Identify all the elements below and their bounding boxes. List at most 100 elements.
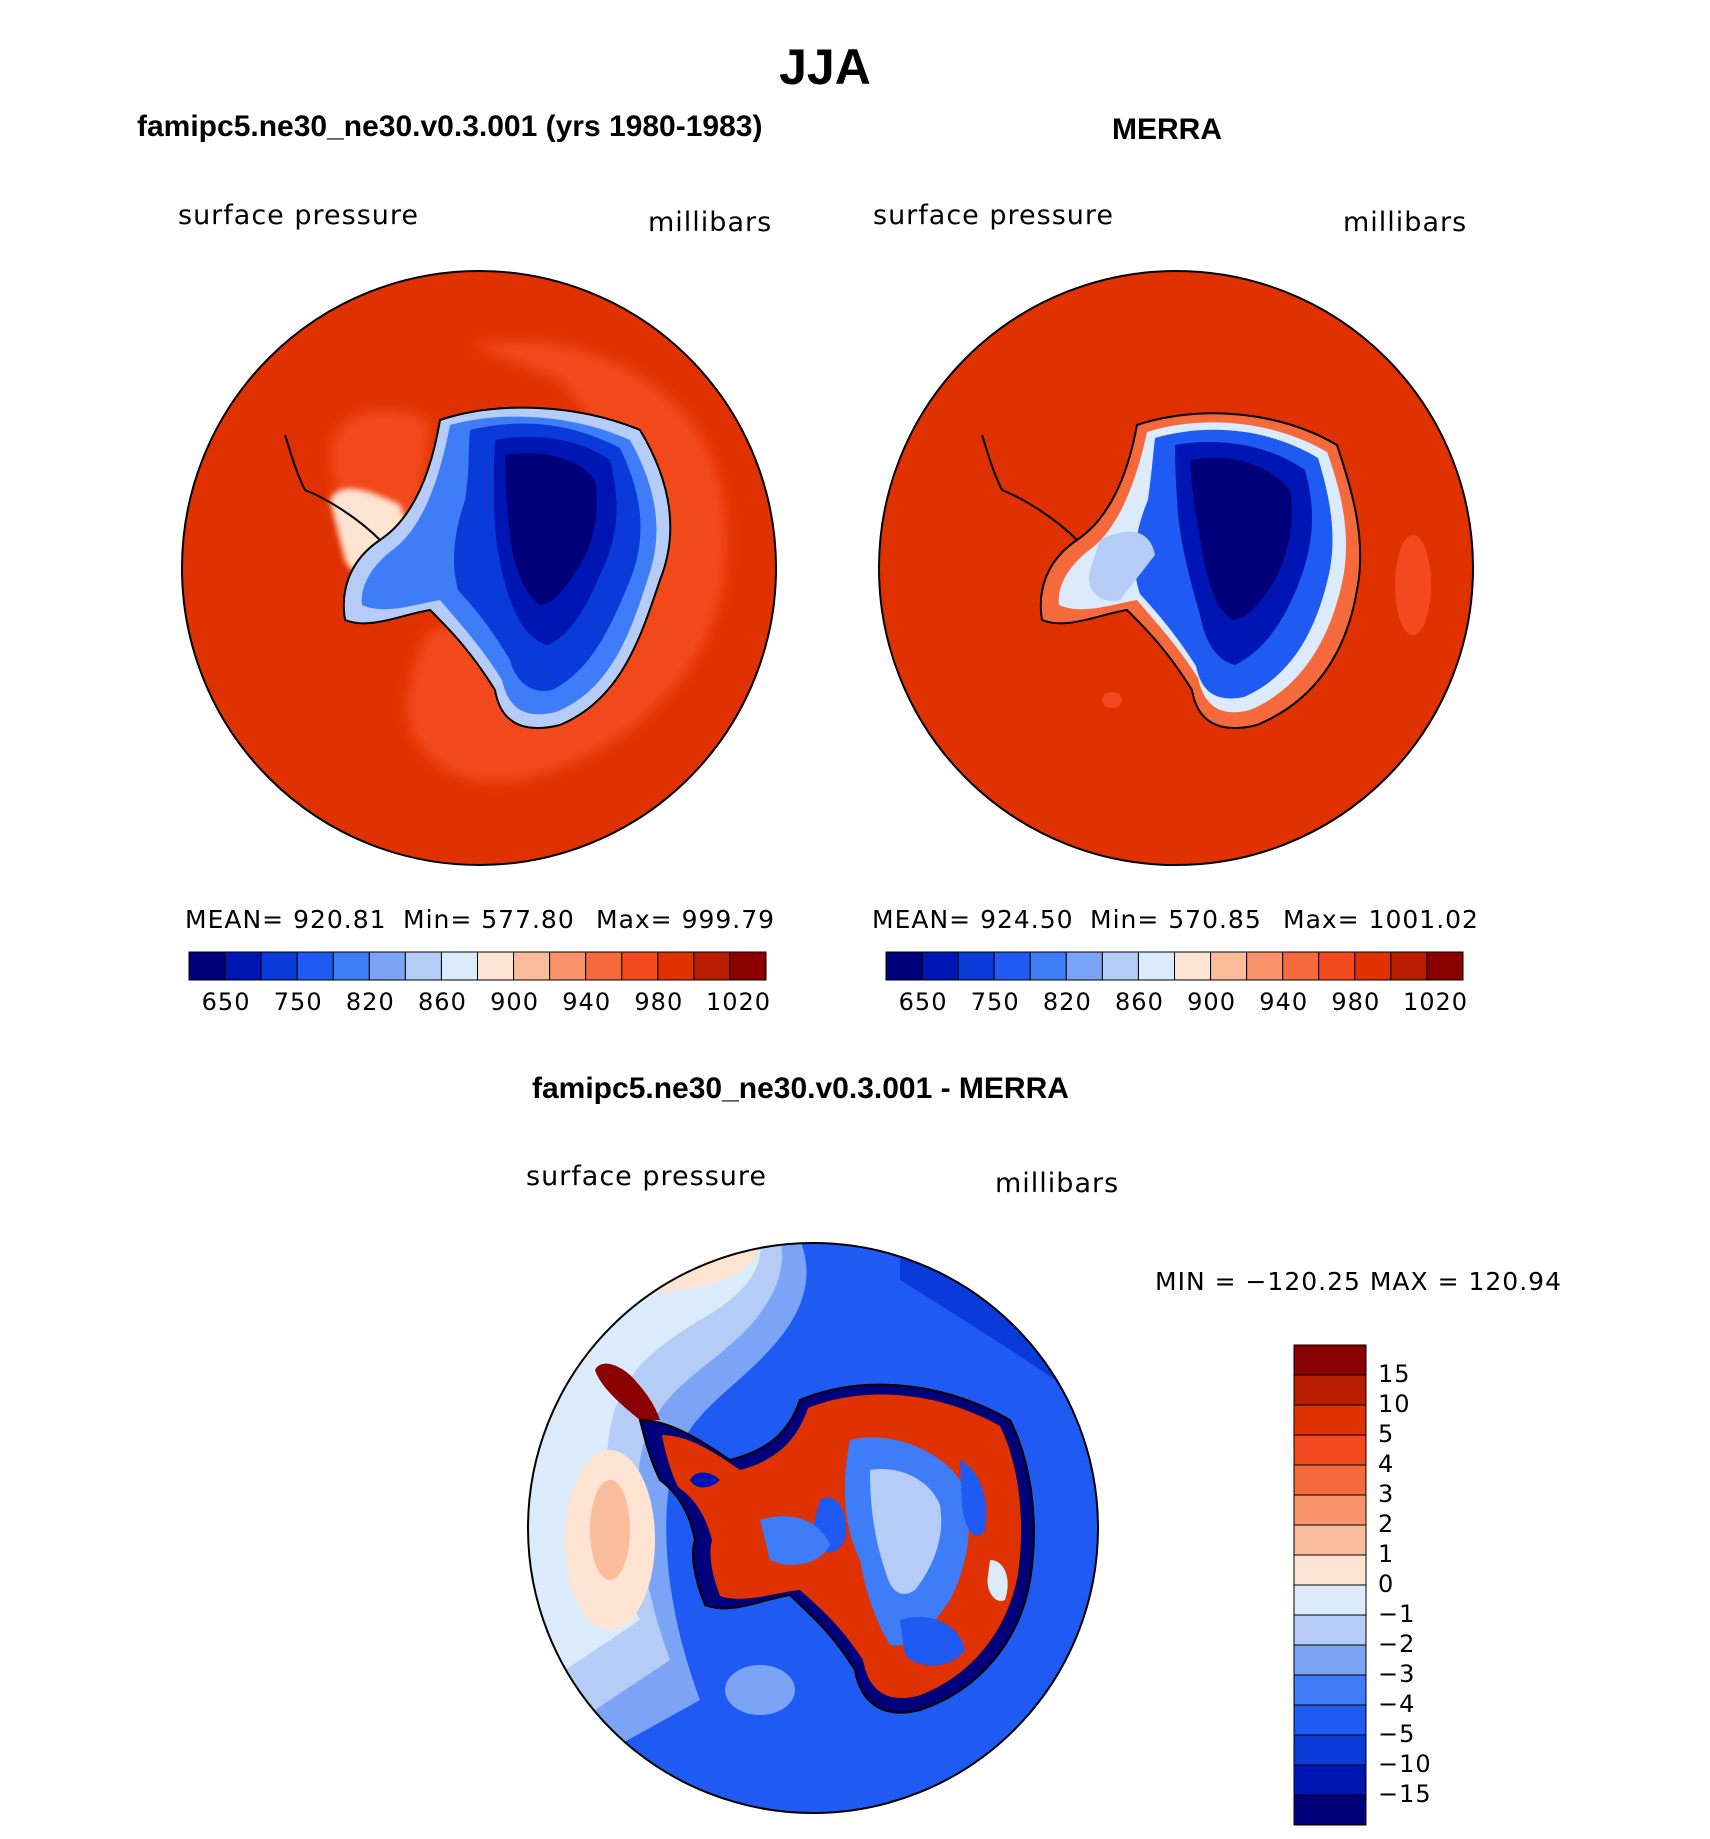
colorbar-difference-tick: −1 — [1378, 1600, 1416, 1628]
colorbar-difference-swatch — [1293, 1794, 1367, 1826]
colorbar-model-tick: 940 — [562, 988, 612, 1016]
colorbar-difference — [1293, 1344, 1367, 1826]
map-difference-boundary — [527, 1242, 1099, 1814]
colorbar-model-tick: 820 — [345, 988, 395, 1016]
colorbar-model-tick: 1020 — [705, 988, 772, 1016]
colorbar-difference-swatch — [1293, 1494, 1367, 1526]
panel-model-units-label: millibars — [648, 207, 773, 238]
colorbar-model-swatch — [513, 951, 551, 981]
panel-merra-units-label: millibars — [1343, 207, 1468, 238]
panel-merra-mean: MEAN= 924.50 — [872, 905, 1074, 934]
colorbar-difference-tick: −15 — [1378, 1780, 1432, 1808]
colorbar-difference-tick: 2 — [1378, 1510, 1395, 1538]
colorbar-merra-tick: 940 — [1259, 988, 1309, 1016]
panel-model-title: famipc5.ne30_ne30.v0.3.001 (yrs 1980-198… — [137, 110, 763, 143]
colorbar-merra-swatch — [1137, 951, 1175, 981]
diff-variable-label: surface pressure — [526, 1161, 767, 1192]
colorbar-model-swatch — [477, 951, 515, 981]
colorbar-merra-swatch — [1210, 951, 1248, 981]
colorbar-difference-tick: −2 — [1378, 1630, 1416, 1658]
map-merra-boundary — [878, 270, 1474, 866]
panel-model-variable-label: surface pressure — [178, 200, 419, 231]
colorbar-model-swatch — [332, 951, 370, 981]
colorbar-model-swatch — [296, 951, 334, 981]
colorbar-model — [188, 951, 767, 981]
colorbar-merra-swatch — [1246, 951, 1284, 981]
colorbar-merra-swatch — [1101, 951, 1139, 981]
colorbar-merra-swatch — [993, 951, 1031, 981]
colorbar-merra-swatch — [885, 951, 923, 981]
colorbar-difference-swatch — [1293, 1404, 1367, 1436]
colorbar-model-swatch — [549, 951, 587, 981]
colorbar-model-swatch — [260, 951, 298, 981]
colorbar-difference-tick: 3 — [1378, 1480, 1395, 1508]
map-difference — [527, 1242, 1099, 1814]
colorbar-merra-tick: 650 — [898, 988, 948, 1016]
diff-units-label: millibars — [995, 1168, 1120, 1199]
colorbar-difference-tick: 0 — [1378, 1570, 1395, 1598]
colorbar-merra-swatch — [1282, 951, 1320, 981]
map-model-boundary — [181, 270, 777, 866]
diff-panel-title: famipc5.ne30_ne30.v0.3.001 - MERRA — [532, 1072, 1069, 1105]
colorbar-merra-swatch — [1354, 951, 1392, 981]
panel-merra-variable-label: surface pressure — [873, 200, 1114, 231]
colorbar-merra-swatch — [1390, 951, 1428, 981]
colorbar-model-swatch — [693, 951, 731, 981]
colorbar-merra-tick: 860 — [1115, 988, 1164, 1016]
panel-model-max: Max= 999.79 — [596, 905, 776, 934]
colorbar-merra-swatch — [921, 951, 959, 981]
panel-merra-min: Min= 570.85 — [1090, 905, 1262, 934]
colorbar-model-tick: 650 — [201, 988, 251, 1016]
colorbar-model-tick: 860 — [418, 988, 467, 1016]
colorbar-merra-tick: 900 — [1187, 988, 1236, 1016]
colorbar-merra-swatch — [1318, 951, 1356, 981]
main-title: JJA — [779, 39, 871, 95]
colorbar-difference-tick: 1 — [1378, 1540, 1395, 1568]
colorbar-model-tick: 980 — [634, 988, 684, 1016]
colorbar-difference-tick: −4 — [1378, 1690, 1416, 1718]
colorbar-difference-swatch — [1293, 1674, 1367, 1706]
panel-model-min: Min= 577.80 — [403, 905, 575, 934]
map-model — [181, 270, 777, 866]
colorbar-difference-swatch — [1293, 1344, 1367, 1376]
diff-minmax: MIN = −120.25 MAX = 120.94 — [1155, 1267, 1562, 1296]
colorbar-model-swatch — [585, 951, 623, 981]
colorbar-difference-swatch — [1293, 1374, 1367, 1406]
colorbar-merra-swatch — [1426, 951, 1464, 981]
colorbar-difference-swatch — [1293, 1704, 1367, 1736]
colorbar-model-swatch — [440, 951, 478, 981]
colorbar-merra-swatch — [1065, 951, 1103, 981]
colorbar-difference-tick: −5 — [1378, 1720, 1416, 1748]
colorbar-model-swatch — [224, 951, 262, 981]
colorbar-difference-tick: 10 — [1378, 1390, 1411, 1418]
colorbar-difference-swatch — [1293, 1644, 1367, 1676]
colorbar-difference-swatch — [1293, 1584, 1367, 1616]
colorbar-model-swatch — [188, 951, 226, 981]
colorbar-difference-swatch — [1293, 1554, 1367, 1586]
panel-merra-max: Max= 1001.02 — [1283, 905, 1479, 934]
colorbar-merra-swatch — [957, 951, 995, 981]
colorbar-model-swatch — [621, 951, 659, 981]
colorbar-model-swatch — [657, 951, 695, 981]
colorbar-merra-tick: 1020 — [1402, 988, 1469, 1016]
colorbar-model-swatch — [729, 951, 767, 981]
colorbar-merra-tick: 980 — [1331, 988, 1381, 1016]
colorbar-difference-swatch — [1293, 1614, 1367, 1646]
colorbar-difference-tick: 15 — [1378, 1360, 1411, 1388]
colorbar-model-swatch — [368, 951, 406, 981]
colorbar-difference-swatch — [1293, 1524, 1367, 1556]
colorbar-merra-swatch — [1029, 951, 1067, 981]
panel-merra-title: MERRA — [1112, 113, 1222, 146]
colorbar-merra-tick: 820 — [1042, 988, 1092, 1016]
panel-model-mean: MEAN= 920.81 — [185, 905, 387, 934]
colorbar-model-swatch — [404, 951, 442, 981]
colorbar-merra-swatch — [1174, 951, 1212, 981]
colorbar-merra-tick: 750 — [970, 988, 1020, 1016]
colorbar-difference-swatch — [1293, 1734, 1367, 1766]
colorbar-difference-swatch — [1293, 1434, 1367, 1466]
colorbar-merra — [885, 951, 1464, 981]
map-merra — [878, 270, 1474, 866]
colorbar-difference-swatch — [1293, 1764, 1367, 1796]
colorbar-difference-swatch — [1293, 1464, 1367, 1496]
